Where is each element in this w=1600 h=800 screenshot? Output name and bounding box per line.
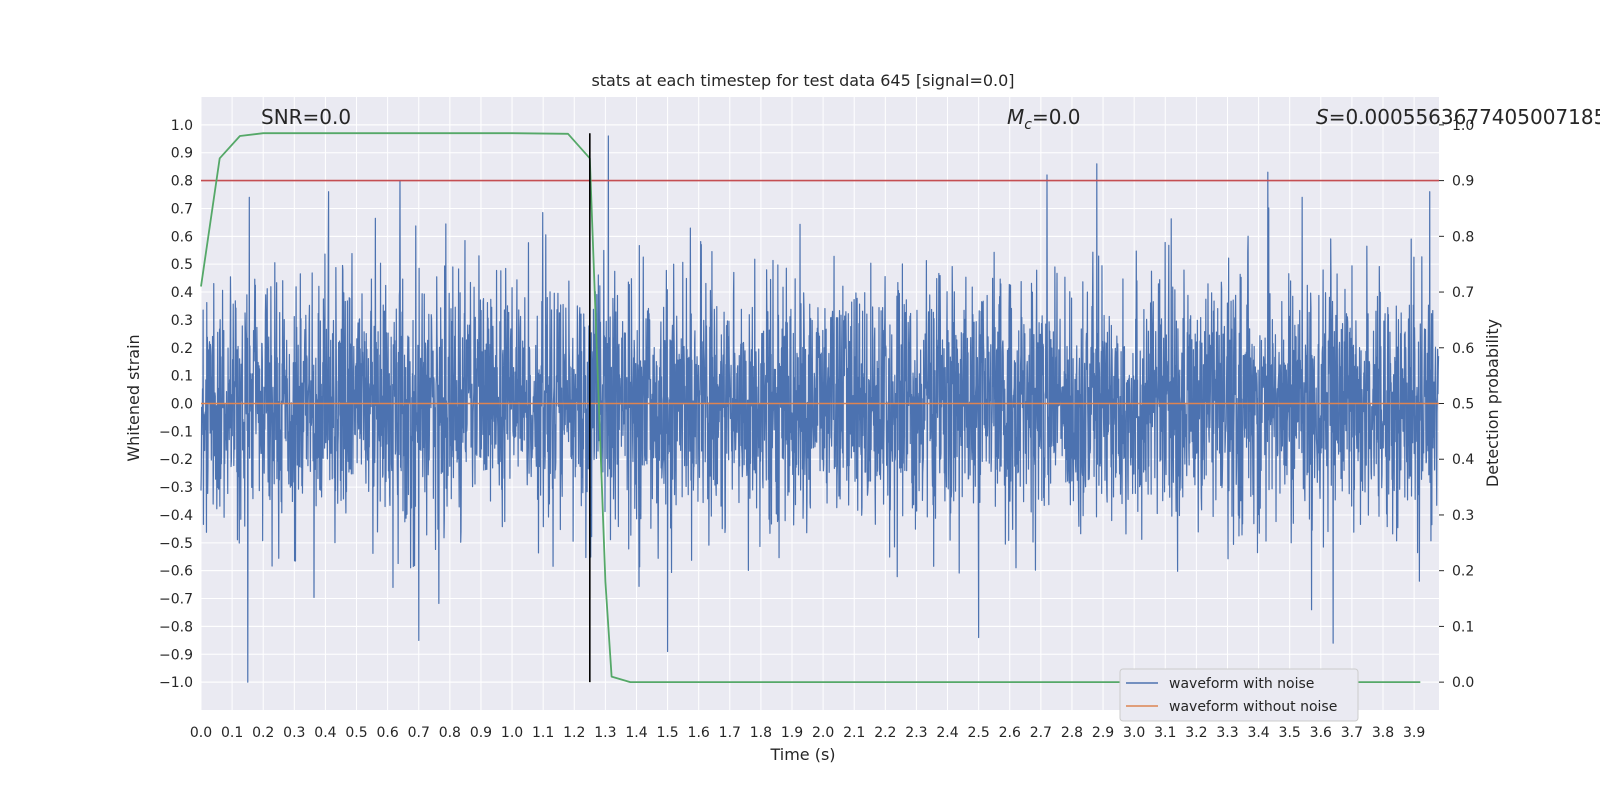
x-tick-label: 0.0 (190, 725, 212, 741)
x-tick-label: 2.8 (1061, 725, 1083, 741)
y-tick-label-left: 0.9 (171, 146, 193, 162)
snr-annotation: SNR=0.0 (261, 105, 351, 129)
x-tick-label: 2.4 (936, 725, 958, 741)
x-tick-label: 1.6 (688, 725, 710, 741)
legend: waveform with noise waveform without noi… (1119, 668, 1359, 722)
waveform-with-noise-line (200, 135, 1440, 683)
x-tick-label: 3.7 (1341, 725, 1363, 741)
y-tick-label-left: 0.1 (171, 369, 193, 385)
y-axis-left-label: Whitened strain (124, 334, 143, 461)
y-tick-label-left: −0.1 (159, 424, 193, 440)
x-tick-label: 0.1 (221, 725, 243, 741)
y-tick-label-left: −0.8 (159, 619, 193, 635)
x-tick-label: 1.0 (501, 725, 523, 741)
x-tick-label: 3.3 (1216, 725, 1238, 741)
y-tick-label-left: 0.5 (171, 257, 193, 273)
y-tick-label-left: 0.6 (171, 229, 193, 245)
x-tick-label: 1.8 (750, 725, 772, 741)
x-tick-label: 2.1 (843, 725, 865, 741)
y-tick-label-right: 0.7 (1452, 285, 1474, 301)
legend-label-noisy: waveform with noise (1169, 676, 1314, 692)
y-tick-label-left: 0.8 (171, 174, 193, 190)
x-tick-label: 3.4 (1247, 725, 1269, 741)
y-tick-label-left: 0.7 (171, 201, 193, 217)
y-tick-label-left: 0.4 (171, 285, 193, 301)
x-tick-label: 2.6 (999, 725, 1021, 741)
y-tick-label-left: 1.0 (171, 118, 193, 134)
y-tick-label-left: −1.0 (159, 675, 193, 691)
y-axis-left-ticks: 1.0 0.9 0.8 0.7 0.6 0.5 0.4 0.3 0.2 0.1 0.0 −0.1 −0.… (159, 118, 193, 691)
y-tick-label-left: 0.2 (171, 341, 193, 357)
y-tick-label-left: −0.4 (159, 508, 193, 524)
x-tick-label: 2.3 (905, 725, 927, 741)
y-tick-label-right: 0.2 (1452, 564, 1474, 580)
s-annotation: S=0.0005563677405007185 (1316, 105, 1600, 129)
y-tick-label-right: 0.4 (1452, 452, 1474, 468)
x-tick-label: 3.5 (1279, 725, 1301, 741)
x-tick-label: 2.5 (968, 725, 990, 741)
y-tick-label-right: 0.1 (1452, 619, 1474, 635)
y-tick-label-left: −0.9 (159, 647, 193, 663)
y-tick-label-right: 0.3 (1452, 508, 1474, 524)
x-tick-label: 0.4 (314, 725, 336, 741)
x-tick-label: 3.8 (1372, 725, 1394, 741)
y-tick-label-left: −0.7 (159, 592, 193, 608)
x-tick-label: 1.7 (719, 725, 741, 741)
x-tick-label: 1.9 (781, 725, 803, 741)
x-tick-label: 2.9 (1092, 725, 1114, 741)
x-tick-label: 0.9 (470, 725, 492, 741)
x-tick-label: 2.2 (874, 725, 896, 741)
y-tick-label-left: −0.5 (159, 536, 193, 552)
x-tick-label: 1.1 (532, 725, 554, 741)
y-tick-label-right: 1.0 (1452, 118, 1474, 134)
x-tick-label: 0.2 (252, 725, 274, 741)
x-tick-label: 3.0 (1123, 725, 1145, 741)
y-tick-label-left: −0.2 (159, 452, 193, 468)
y-axis-right-label: Detection probability (1483, 319, 1502, 487)
legend-box (1119, 668, 1359, 722)
y-tick-label-right: 0.0 (1452, 675, 1474, 691)
y-tick-label-left: −0.3 (159, 480, 193, 496)
x-tick-label: 0.5 (345, 725, 367, 741)
x-tick-label: 2.7 (1030, 725, 1052, 741)
x-tick-label: 3.1 (1154, 725, 1176, 741)
x-axis-ticks: 0.0 0.1 0.2 0.3 0.4 0.5 0.6 0.7 0.8 0.9 1.0 1.1 1.2 1… (190, 725, 1425, 741)
y-axis-right-ticks: 1.0 0.9 0.8 0.7 0.6 0.5 0.4 0.3 0.2 0.1 0.0 (1439, 118, 1474, 691)
x-tick-label: 1.2 (563, 725, 585, 741)
x-tick-label: 0.6 (377, 725, 399, 741)
chirp-mass-annotation: Mc=0.0 (1007, 105, 1081, 133)
x-tick-label: 0.8 (439, 725, 461, 741)
y-tick-label-left: −0.6 (159, 564, 193, 580)
x-tick-label: 0.3 (283, 725, 305, 741)
y-tick-label-right: 0.5 (1452, 397, 1474, 413)
y-tick-label-left: 0.3 (171, 313, 193, 329)
x-tick-label: 3.9 (1403, 725, 1425, 741)
x-tick-label: 1.5 (656, 725, 678, 741)
y-tick-label-right: 0.6 (1452, 341, 1474, 357)
y-tick-label-right: 0.9 (1452, 174, 1474, 190)
y-tick-label-left: 0.0 (171, 397, 193, 413)
y-tick-label-right: 0.8 (1452, 229, 1474, 245)
x-tick-label: 3.6 (1310, 725, 1332, 741)
x-tick-label: 0.7 (408, 725, 430, 741)
x-tick-label: 1.3 (594, 725, 616, 741)
legend-label-clean: waveform without noise (1169, 699, 1337, 715)
waveform-with-noise-series (200, 135, 1440, 683)
chart-title: stats at each timestep for test data 645… (591, 71, 1014, 90)
x-axis-label: Time (s) (769, 745, 835, 764)
x-tick-label: 2.0 (812, 725, 834, 741)
x-tick-label: 1.4 (625, 725, 647, 741)
x-tick-label: 3.2 (1185, 725, 1207, 741)
